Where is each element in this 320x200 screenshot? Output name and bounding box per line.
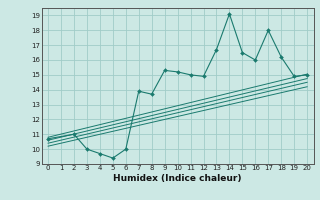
X-axis label: Humidex (Indice chaleur): Humidex (Indice chaleur) [113,174,242,183]
